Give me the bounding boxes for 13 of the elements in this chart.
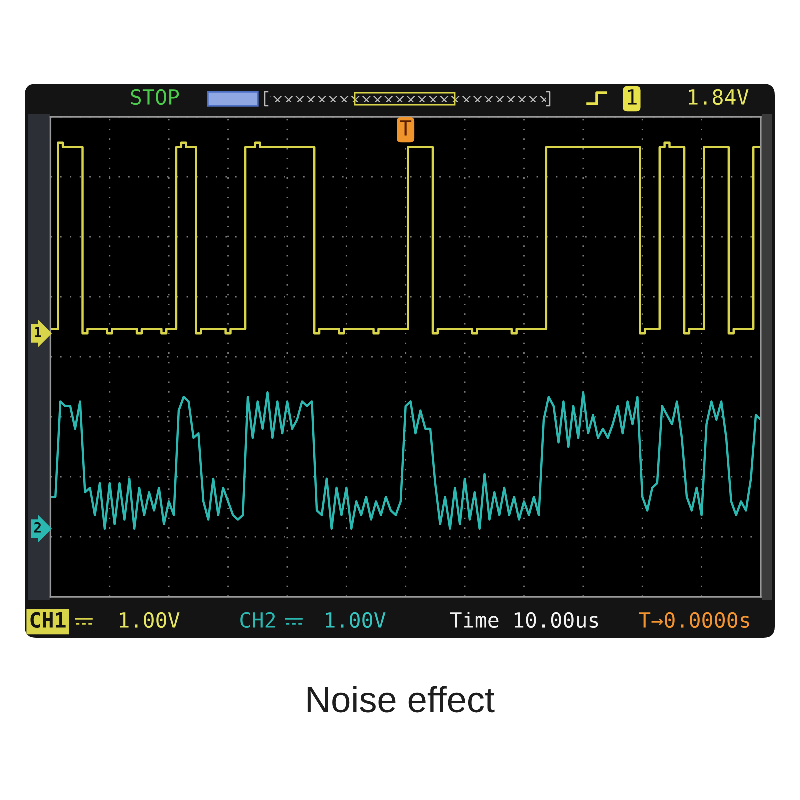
text: 1.00V <box>326 612 386 628</box>
legend-label: CH2 <box>240 612 276 628</box>
text: 1 <box>35 327 42 338</box>
text: 2 <box>34 522 41 533</box>
text: 1.00V <box>120 612 180 628</box>
legend-label: CH1 <box>30 612 66 628</box>
text: Time 10.00us <box>450 612 598 628</box>
text: STOP <box>131 89 180 106</box>
text: T→0.0000s <box>639 612 750 628</box>
text: 1 <box>628 90 637 105</box>
text: 1.84V <box>689 89 749 106</box>
text: T <box>400 120 412 136</box>
text: Noise effect <box>308 686 495 713</box>
